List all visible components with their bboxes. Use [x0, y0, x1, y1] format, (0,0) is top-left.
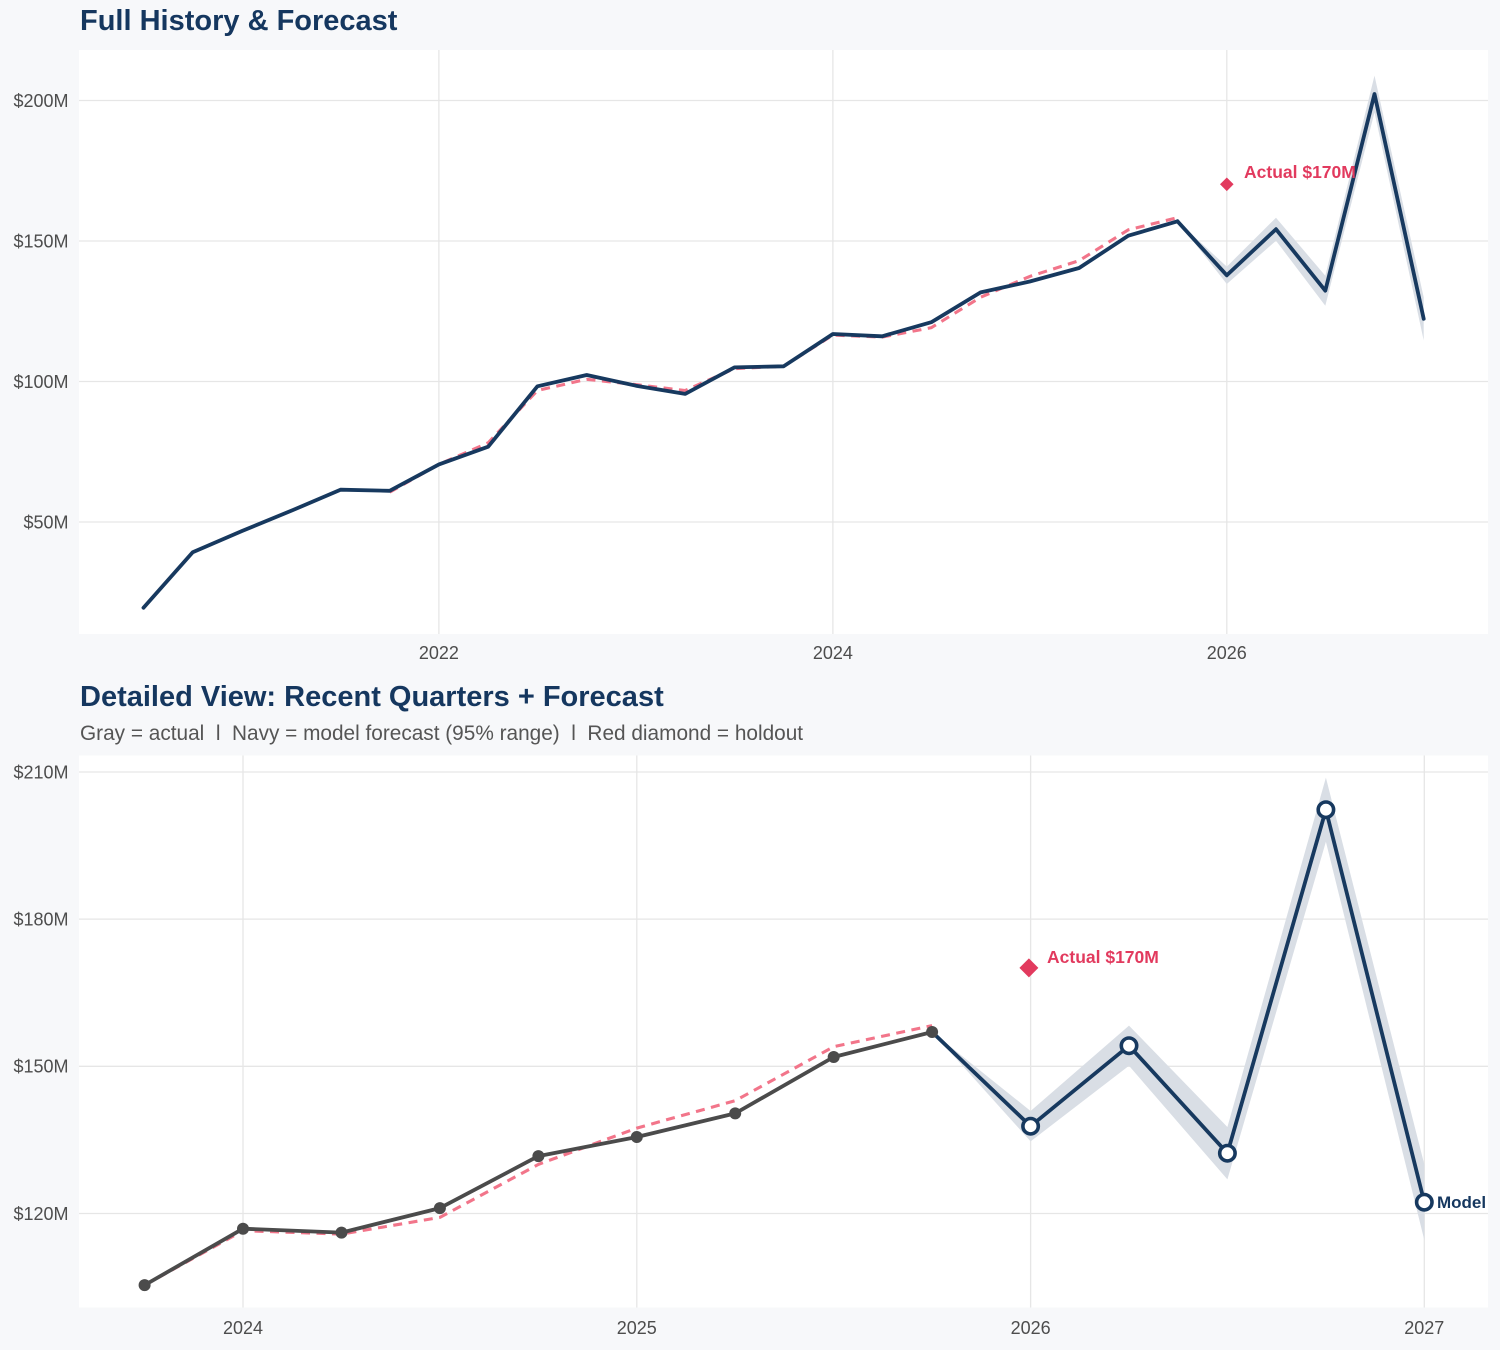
svg-text:$150M: $150M — [13, 231, 68, 251]
svg-text:2026: 2026 — [1011, 1318, 1051, 1338]
svg-text:Actual $170M: Actual $170M — [1047, 947, 1159, 967]
svg-text:2026: 2026 — [1207, 643, 1247, 663]
svg-text:2025: 2025 — [617, 1318, 657, 1338]
svg-text:$180M: $180M — [13, 909, 68, 929]
svg-text:2022: 2022 — [419, 643, 459, 663]
svg-text:2027: 2027 — [1404, 1318, 1444, 1338]
svg-text:$100M: $100M — [13, 372, 68, 392]
svg-text:$210M: $210M — [13, 762, 68, 782]
svg-text:Detailed View: Recent Quarters: Detailed View: Recent Quarters + Forecas… — [80, 681, 664, 713]
svg-text:$120M: $120M — [13, 1204, 68, 1224]
svg-text:Actual $170M: Actual $170M — [1244, 162, 1356, 182]
svg-text:$200M: $200M — [13, 91, 68, 111]
svg-text:Full History & Forecast: Full History & Forecast — [80, 5, 398, 37]
svg-text:Model: Model — [1437, 1193, 1486, 1212]
svg-text:$50M: $50M — [23, 512, 68, 532]
svg-text:$150M: $150M — [13, 1057, 68, 1077]
svg-text:2024: 2024 — [813, 643, 853, 663]
svg-text:Gray = actual l Navy = model: Gray = actual l Navy = model forecast (9… — [80, 722, 803, 745]
svg-text:2024: 2024 — [223, 1318, 263, 1338]
